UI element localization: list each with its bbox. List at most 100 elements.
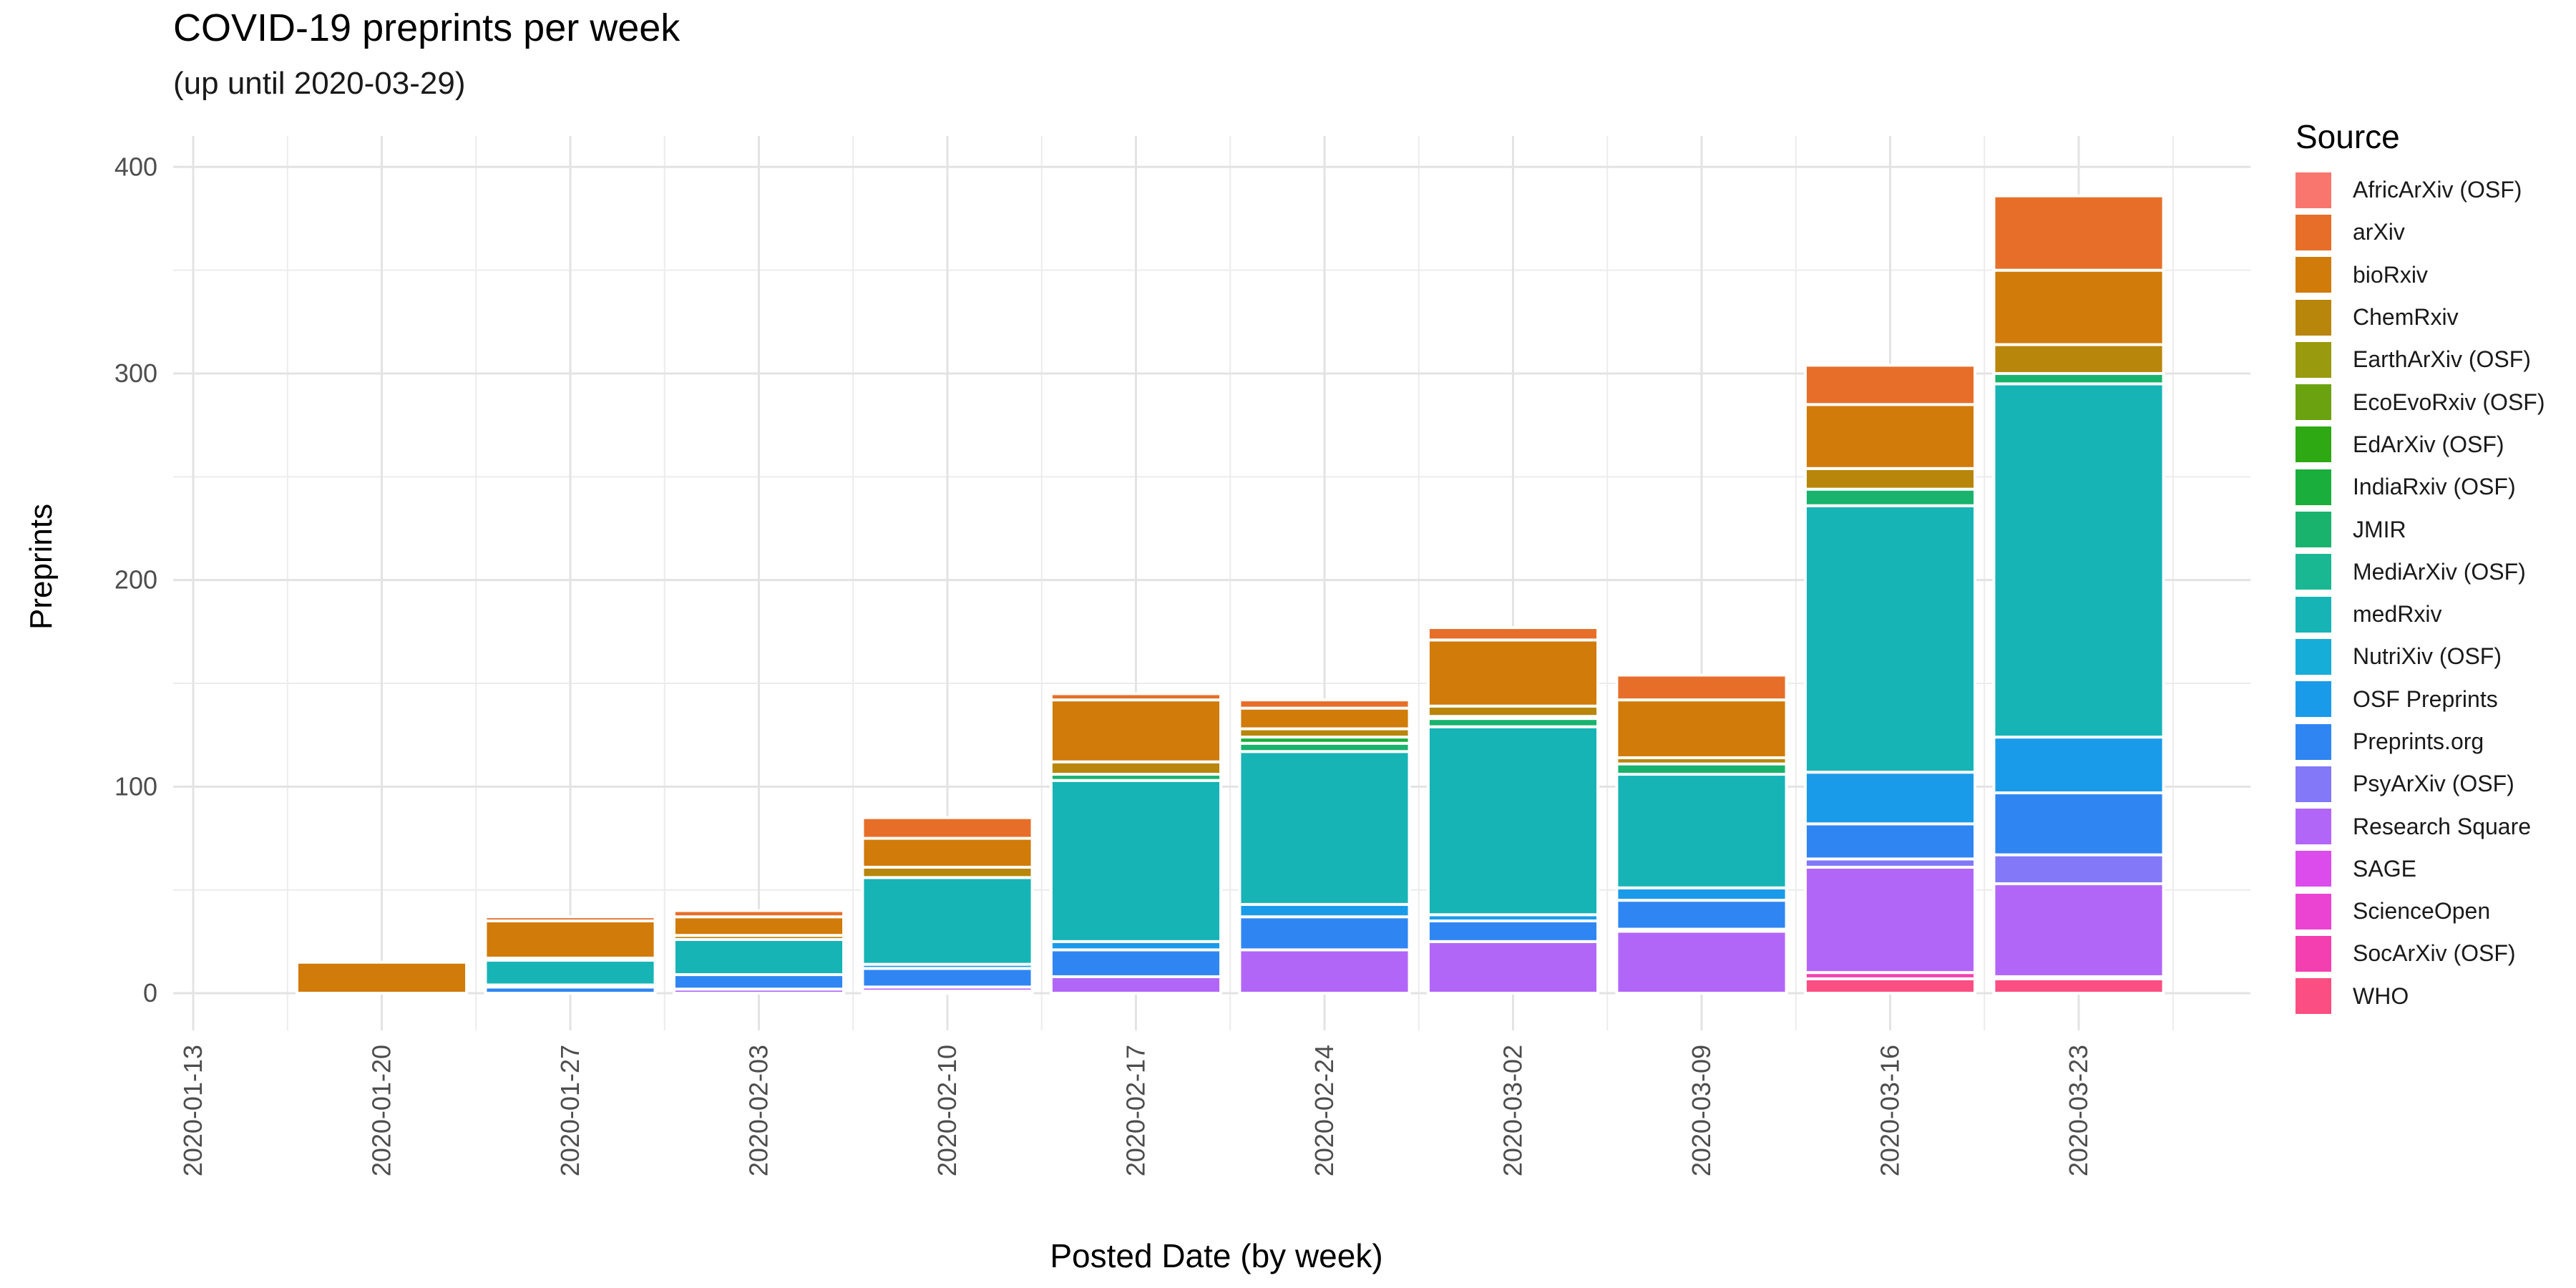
bar-segment <box>1992 977 2165 995</box>
bar-segment <box>1992 791 2165 857</box>
legend-title: Source <box>2296 118 2400 155</box>
legend-label: SAGE <box>2353 855 2416 882</box>
bar-segment <box>1992 882 2165 978</box>
bar-segment <box>1992 382 2165 739</box>
bar-segment <box>484 958 657 987</box>
y-tick-label: 400 <box>114 152 157 181</box>
legend-swatch <box>2296 723 2331 760</box>
bar-segment <box>1615 930 1788 995</box>
legend-item: EarthArXiv (OSF) <box>2296 338 2576 381</box>
legend-item: PsyArXiv (OSF) <box>2296 763 2576 805</box>
legend-label: IndiaRxiv (OSF) <box>2353 474 2516 500</box>
bar-segment <box>1238 706 1411 731</box>
bar-segment <box>1992 853 2165 886</box>
bar-segment <box>1803 771 1977 826</box>
legend-item: arXiv <box>2296 211 2576 253</box>
legend-item: Preprints.org <box>2296 721 2576 763</box>
legend-swatch <box>2296 469 2331 505</box>
legend-label: medRxiv <box>2353 601 2442 628</box>
x-tick-label: 2020-03-09 <box>1687 1045 1716 1176</box>
legend-item: Research Square <box>2296 805 2576 847</box>
legend-swatch <box>2296 851 2331 887</box>
bar-segment <box>1803 822 1977 861</box>
bar-segment <box>1992 268 2165 346</box>
legend-swatch <box>2296 257 2331 293</box>
bar-segment <box>1049 779 1223 943</box>
bar-segment <box>1238 902 1411 919</box>
x-tick-label: 2020-02-17 <box>1121 1045 1151 1176</box>
legend-label: EarthArXiv (OSF) <box>2353 346 2531 373</box>
legend-label: EdArXiv (OSF) <box>2353 431 2504 457</box>
bar-segment <box>1803 977 1977 995</box>
legend-label: PsyArXiv (OSF) <box>2353 771 2514 797</box>
bar-segment <box>1615 698 1788 759</box>
legend-item: SocArXiv (OSF) <box>2296 932 2576 975</box>
bar-segment <box>1615 773 1788 889</box>
legend-items: AfricArXiv (OSF) arXiv bioRxiv ChemRxiv Eart… <box>2296 169 2576 1018</box>
bar-segment <box>1615 762 1788 776</box>
x-tick-label: 2020-03-23 <box>2064 1045 2093 1176</box>
bar-segment <box>1992 736 2165 795</box>
bar-segment <box>1238 750 1411 906</box>
x-tick-label: 2020-02-03 <box>744 1045 774 1176</box>
legend-swatch <box>2296 512 2331 548</box>
legend-label: Preprints.org <box>2353 728 2484 754</box>
x-tick-label: 2020-02-24 <box>1309 1045 1339 1176</box>
y-tick-label: 100 <box>114 771 157 801</box>
bar-segment <box>1426 940 1600 995</box>
bar-segment <box>1049 692 1223 702</box>
bar-segment <box>672 937 846 977</box>
legend-item: JMIR <box>2296 508 2576 550</box>
legend-item: AfricArXiv (OSF) <box>2296 169 2576 211</box>
bar-segment <box>861 967 1034 989</box>
legend-swatch <box>2296 384 2331 421</box>
bar-segment <box>1426 725 1600 917</box>
x-tick-label: 2020-01-27 <box>555 1045 585 1176</box>
bar-segment <box>1238 698 1411 710</box>
bar-segment <box>1426 626 1600 642</box>
bar-segment <box>672 915 846 937</box>
legend-label: WHO <box>2353 982 2409 1009</box>
bar-segment <box>672 909 846 919</box>
x-tick-label: 2020-03-16 <box>1875 1045 1905 1176</box>
bar-segment <box>1238 948 1411 995</box>
legend-item: EcoEvoRxiv (OSF) <box>2296 381 2576 423</box>
y-tick-label: 200 <box>114 565 157 595</box>
x-tick-label: 2020-01-13 <box>178 1045 208 1176</box>
legend-swatch <box>2296 638 2331 675</box>
chart-title: COVID-19 preprints per week <box>173 6 680 49</box>
legend-label: ChemRxiv <box>2353 304 2459 331</box>
legend-item: ChemRxiv <box>2296 296 2576 338</box>
bar-segment <box>1238 915 1411 952</box>
legend-swatch <box>2296 299 2331 336</box>
legend-item: medRxiv <box>2296 593 2576 635</box>
legend-label: Research Square <box>2353 813 2532 839</box>
legend-label: arXiv <box>2353 219 2405 245</box>
legend-swatch <box>2296 978 2331 1015</box>
legend-swatch <box>2296 214 2331 250</box>
legend-item: IndiaRxiv (OSF) <box>2296 466 2576 508</box>
legend-label: SocArXiv (OSF) <box>2353 940 2516 967</box>
legend-swatch <box>2296 596 2331 633</box>
bar-segment <box>1049 948 1223 978</box>
legend-swatch <box>2296 172 2331 208</box>
bar-segment <box>861 865 1034 879</box>
bar-segment <box>1049 698 1223 763</box>
bar-segment <box>1426 638 1600 708</box>
chart-subtitle: (up until 2020-03-29) <box>173 66 466 101</box>
bar-segment <box>1426 919 1600 943</box>
bar-segment <box>1803 487 1977 507</box>
legend-swatch <box>2296 893 2331 930</box>
x-tick-label: 2020-02-10 <box>932 1045 962 1176</box>
x-tick-label: 2020-01-20 <box>367 1045 396 1176</box>
bar-segment <box>1615 899 1788 931</box>
x-axis-label: Posted Date (by week) <box>1050 1237 1383 1274</box>
x-tick-label: 2020-03-02 <box>1498 1045 1528 1176</box>
bar-segment <box>1803 865 1977 975</box>
legend-swatch <box>2296 554 2331 590</box>
legend-item: ScienceOpen <box>2296 890 2576 932</box>
legend-swatch <box>2296 766 2331 802</box>
legend-label: EcoEvoRxiv (OSF) <box>2353 389 2545 415</box>
legend-swatch <box>2296 935 2331 972</box>
legend-item: MediArXiv (OSF) <box>2296 551 2576 593</box>
